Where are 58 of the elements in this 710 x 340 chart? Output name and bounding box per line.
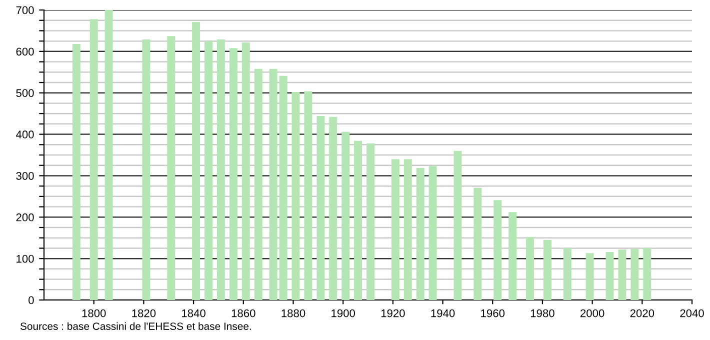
bar [494,200,502,300]
bar [606,252,614,300]
bar [229,48,238,300]
bar [543,240,552,300]
y-tick-label: 500 [16,89,34,97]
x-tick-label: 1820 [132,309,156,318]
y-tick-label: 0 [28,296,34,304]
bar [391,159,400,300]
x-tick-label: 1840 [182,309,206,318]
y-tick-label: 400 [16,130,34,138]
bar [586,253,594,300]
bar [428,166,437,300]
bar [329,116,338,300]
bar [618,249,626,300]
bar [204,41,212,300]
x-tick-label: 1880 [282,309,306,318]
bar [474,188,482,300]
bar [563,248,572,300]
bar [342,132,350,300]
source-note: Sources : base Cassini de l'EHESS et base Insee. [20,322,251,330]
y-tick-label: 600 [16,48,34,56]
bar [316,116,325,300]
bar [269,68,278,300]
x-tick-label: 2040 [680,309,704,318]
bar [404,159,412,300]
bar [366,143,374,300]
y-tick-label: 700 [16,6,34,14]
bar [279,76,288,300]
bar [192,22,200,300]
bar [416,168,424,300]
x-tick-label: 1920 [381,309,405,318]
bar [630,249,639,300]
bar [526,237,534,300]
y-tick-label: 300 [16,172,34,180]
x-tick-label: 1980 [530,309,554,318]
bar [643,248,652,300]
bar [254,68,262,300]
bar [304,91,312,300]
bar [104,10,113,300]
x-tick-label: 1860 [232,309,256,318]
bar [454,150,462,300]
bar [167,36,176,300]
x-tick-label: 2000 [580,309,604,318]
x-tick-label: 1940 [431,309,455,318]
bar [216,39,225,300]
x-tick-label: 1900 [332,309,355,318]
bar [292,92,300,300]
y-tick-label: 200 [16,213,34,222]
y-tick-label: 100 [16,254,34,263]
bar [142,39,150,300]
x-tick-label: 1960 [481,309,505,318]
x-tick-label: 1800 [82,309,106,318]
bar [72,44,80,300]
bar [508,212,517,300]
bar [242,42,250,300]
bar [90,19,98,300]
bar [354,140,362,300]
x-tick-label: 2020 [630,309,654,318]
